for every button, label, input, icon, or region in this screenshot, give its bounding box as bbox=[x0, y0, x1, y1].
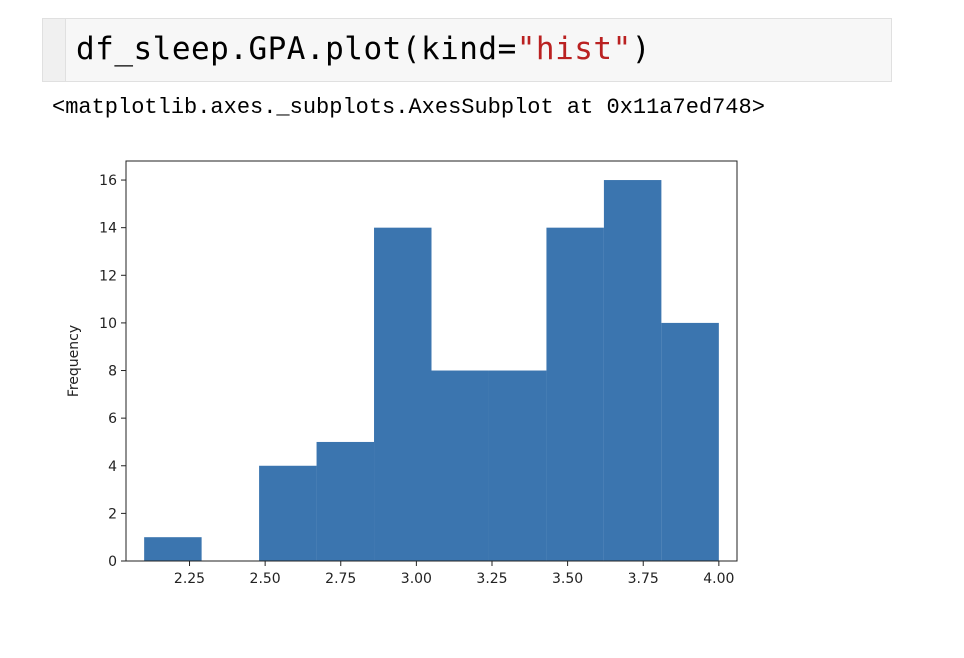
y-axis-ticks: 0 2 4 6 8 10 12 14 16 bbox=[99, 173, 126, 570]
y-tick-label: 16 bbox=[99, 173, 117, 189]
axes-frame bbox=[125, 160, 738, 562]
histogram-bar-9 bbox=[661, 322, 719, 561]
x-tick-label: 2.25 bbox=[174, 571, 205, 587]
histogram-bars bbox=[144, 180, 719, 562]
code-input-cell[interactable]: df_sleep.GPA.plot(kind="hist") bbox=[42, 18, 892, 82]
x-tick-label: 3.50 bbox=[552, 571, 583, 587]
histogram-bar-6 bbox=[488, 370, 547, 561]
histogram-bar-8 bbox=[603, 180, 662, 562]
histogram-bar-4 bbox=[374, 227, 432, 561]
histogram-bar-7 bbox=[546, 227, 604, 561]
histogram-bar-0 bbox=[144, 537, 202, 561]
y-tick-label: 8 bbox=[108, 364, 117, 380]
y-tick-label: 6 bbox=[108, 411, 117, 427]
y-axis-label: Frequency bbox=[66, 325, 82, 397]
code-line[interactable]: df_sleep.GPA.plot(kind="hist") bbox=[76, 29, 651, 69]
y-tick-label: 10 bbox=[99, 316, 117, 332]
y-tick-label: 4 bbox=[108, 459, 117, 475]
x-tick-label: 3.25 bbox=[476, 571, 507, 587]
y-tick-label: 2 bbox=[108, 506, 117, 522]
x-axis-ticks: 2.25 2.50 2.75 3.00 3.25 3.50 3.75 4.00 bbox=[174, 561, 734, 587]
x-tick-label: 2.75 bbox=[325, 571, 356, 587]
x-tick-label: 2.50 bbox=[250, 571, 281, 587]
x-tick-label: 3.75 bbox=[628, 571, 659, 587]
y-tick-label: 12 bbox=[99, 268, 117, 284]
y-tick-label: 0 bbox=[108, 554, 117, 570]
y-tick-label: 14 bbox=[99, 221, 117, 237]
histogram-bar-5 bbox=[431, 370, 489, 561]
code-call: df_sleep.GPA.plot(kind= bbox=[76, 31, 517, 67]
histogram-bar-3 bbox=[316, 441, 375, 561]
code-close-paren: ) bbox=[631, 31, 651, 67]
x-tick-label: 4.00 bbox=[703, 571, 734, 587]
histogram-bar-2 bbox=[259, 465, 317, 561]
cell-gutter bbox=[43, 19, 66, 81]
code-string-literal: "hist" bbox=[516, 31, 632, 67]
x-tick-label: 3.00 bbox=[401, 571, 432, 587]
output-repr: <matplotlib.axes._subplots.AxesSubplot a… bbox=[52, 95, 765, 120]
